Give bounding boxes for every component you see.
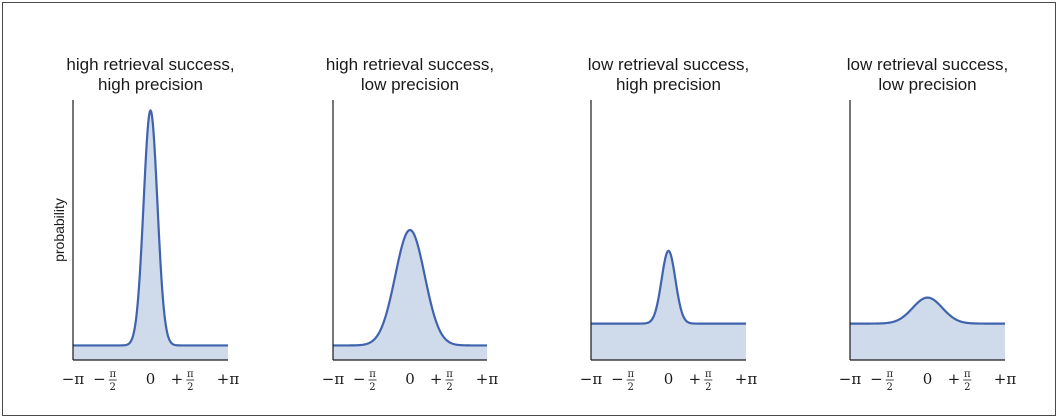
x-tick-denominator: 2 bbox=[110, 382, 116, 393]
x-tick-sign: + bbox=[171, 370, 184, 388]
density-curve-1 bbox=[72, 109, 229, 347]
x-tick-label-4-5: +π bbox=[994, 370, 1017, 388]
x-tick-label-1-2: − π 2 bbox=[93, 369, 117, 393]
x-tick-denominator: 2 bbox=[369, 382, 375, 393]
x-tick-denominator: 2 bbox=[705, 382, 711, 393]
x-tick-label-1-3: 0 bbox=[146, 370, 156, 388]
x-tick-label-1-5: +π bbox=[217, 370, 240, 388]
x-tick-numerator: π bbox=[446, 369, 453, 380]
x-tick-denominator: 2 bbox=[446, 382, 452, 393]
x-tick-sign: − bbox=[93, 370, 106, 388]
chart-panel-2: high retrieval success,low precision−π − π… bbox=[322, 55, 499, 393]
x-tick-label-4-3: 0 bbox=[923, 370, 933, 388]
x-tick-sign: + bbox=[689, 370, 702, 388]
x-tick-numerator: π bbox=[187, 369, 194, 380]
chart-title-line-1: high retrieval success, bbox=[326, 55, 494, 74]
x-tick-numerator: π bbox=[109, 369, 116, 380]
x-tick-numerator: π bbox=[886, 369, 893, 380]
x-tick-sign: + bbox=[430, 370, 443, 388]
x-tick-label-3-5: +π bbox=[735, 370, 758, 388]
x-tick-label-2-2: − π 2 bbox=[353, 369, 377, 393]
x-tick-label-3-4: + π 2 bbox=[689, 369, 713, 393]
x-tick-label-2-3: 0 bbox=[405, 370, 415, 388]
x-tick-sign: − bbox=[870, 370, 883, 388]
density-area-3 bbox=[591, 250, 746, 360]
x-tick-label-3-1: −π bbox=[580, 370, 603, 388]
x-tick-sign: − bbox=[611, 370, 624, 388]
x-tick-label-4-2: − π 2 bbox=[870, 369, 894, 393]
density-area-4 bbox=[850, 297, 1005, 360]
x-tick-numerator: π bbox=[627, 369, 634, 380]
x-tick-label-4-4: + π 2 bbox=[948, 369, 972, 393]
x-tick-denominator: 2 bbox=[964, 382, 970, 393]
density-curve-4 bbox=[849, 296, 1006, 325]
x-tick-sign: − bbox=[353, 370, 366, 388]
chart-title-line-2: low precision bbox=[361, 75, 459, 94]
x-tick-numerator: π bbox=[964, 369, 971, 380]
x-tick-label-3-2: − π 2 bbox=[611, 369, 635, 393]
x-tick-label-2-1: −π bbox=[322, 370, 345, 388]
chart-title-line-2: high precision bbox=[616, 75, 721, 94]
x-tick-sign: + bbox=[948, 370, 961, 388]
chart-title-line-2: low precision bbox=[878, 75, 976, 94]
chart-title-line-1: low retrieval success, bbox=[588, 55, 750, 74]
chart-title-line-1: high retrieval success, bbox=[66, 55, 234, 74]
chart-panel-4: low retrieval success,low precision−π − π2… bbox=[839, 55, 1017, 393]
density-area-2 bbox=[333, 230, 487, 360]
chart-title-line-1: low retrieval success, bbox=[847, 55, 1009, 74]
x-tick-label-1-4: + π 2 bbox=[171, 369, 195, 393]
chart-title-line-2: high precision bbox=[98, 75, 203, 94]
x-tick-denominator: 2 bbox=[187, 382, 193, 393]
x-tick-numerator: π bbox=[705, 369, 712, 380]
x-tick-numerator: π bbox=[369, 369, 376, 380]
chart-panel-3: low retrieval success,high precision−π − π… bbox=[580, 55, 758, 393]
x-tick-label-3-3: 0 bbox=[664, 370, 674, 388]
density-curve-3 bbox=[590, 249, 747, 325]
x-tick-label-1-1: −π bbox=[62, 370, 85, 388]
density-area-1 bbox=[73, 110, 228, 361]
y-axis-label: probability bbox=[51, 198, 67, 262]
x-tick-label-2-5: +π bbox=[476, 370, 499, 388]
x-tick-denominator: 2 bbox=[628, 382, 634, 393]
x-tick-denominator: 2 bbox=[887, 382, 893, 393]
density-curve-2 bbox=[332, 228, 488, 347]
x-tick-label-2-4: + π 2 bbox=[430, 369, 454, 393]
x-tick-label-4-1: −π bbox=[839, 370, 862, 388]
chart-panel-1: high retrieval success,high precision pro… bbox=[51, 55, 239, 393]
